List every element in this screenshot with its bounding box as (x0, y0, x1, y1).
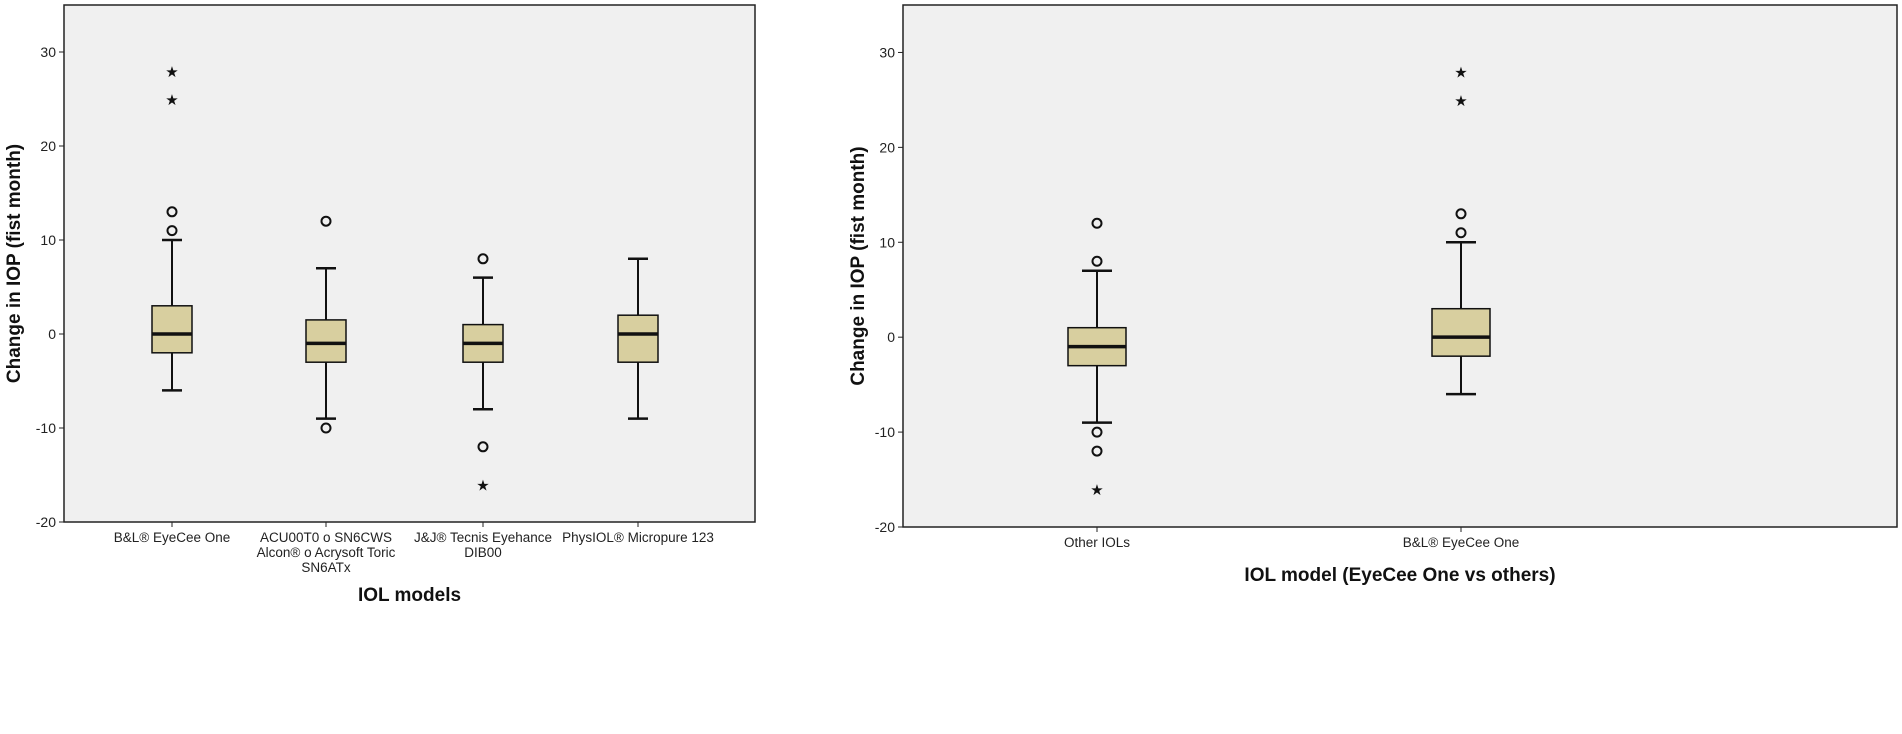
category-label-line: Alcon® o Acrysoft Toric (257, 545, 396, 560)
y-tick-label: -20 (875, 519, 895, 535)
outlier-point (1091, 426, 1103, 438)
y-tick-label: 20 (40, 138, 56, 154)
x-axis-title: IOL models (358, 585, 461, 606)
box-group: ★★ (1431, 63, 1491, 532)
category-label: PhysIOL® Micropure 123 (562, 530, 714, 545)
category-label: B&L® EyeCee One (1403, 535, 1520, 550)
category-label-line: ACU00T0 o SN6CWS (260, 530, 392, 545)
box-group (617, 257, 659, 527)
extreme-point: ★ (476, 476, 489, 494)
boxplot-eyecee-vs-others: -20 -10 0 10 20 30 Change in IOP (fist month) I… (848, 4, 1898, 586)
iqr-box (305, 319, 347, 363)
category-label-line: SN6ATx (301, 560, 351, 575)
box-group: ★★ (151, 63, 193, 527)
extreme-point: ★ (1454, 63, 1467, 81)
iqr-box (151, 305, 193, 354)
y-tick-label: 0 (887, 329, 895, 345)
extreme-point: ★ (1090, 481, 1103, 499)
y-tick-label: 20 (879, 139, 895, 155)
outlier-point (320, 422, 332, 434)
category-label: Other IOLs (1064, 535, 1130, 550)
box-group: ★ (1067, 217, 1127, 532)
box-group (305, 215, 347, 527)
plot-area (63, 4, 756, 523)
y-tick-label: 10 (40, 232, 56, 248)
extreme-point: ★ (165, 91, 178, 109)
category-label: ACU00T0 o SN6CWS Alcon® o Acrysoft Toric S… (257, 530, 396, 575)
boxplot-iol-models: -20 -10 0 10 20 30 Change in IOP (fist month) I… (4, 4, 756, 606)
category-label-line: B&L® EyeCee One (1403, 535, 1520, 550)
category-label-line: J&J® Tecnis Eyehance (414, 530, 552, 545)
y-axis-title: Change in IOP (fist month) (4, 144, 25, 383)
outlier-point (477, 441, 489, 453)
category-label: B&L® EyeCee One (114, 530, 231, 545)
outlier-point (1091, 255, 1103, 267)
y-tick-label: 0 (48, 326, 56, 342)
outlier-point (166, 206, 178, 218)
y-tick-label: 10 (879, 234, 895, 250)
category-label-line: DIB00 (464, 545, 502, 560)
y-tick-label: -10 (36, 420, 56, 436)
extreme-point: ★ (1454, 92, 1467, 110)
category-label-line: PhysIOL® Micropure 123 (562, 530, 714, 545)
iqr-box (617, 314, 659, 363)
y-tick-label: -20 (36, 514, 56, 530)
outlier-point (1455, 208, 1467, 220)
category-label: J&J® Tecnis Eyehance DIB00 (414, 530, 552, 560)
category-label-line: Other IOLs (1064, 535, 1130, 550)
box-group: ★ (462, 253, 504, 527)
y-tick-label: 30 (879, 44, 895, 60)
outlier-point (320, 215, 332, 227)
outlier-point (166, 225, 178, 237)
x-axis-title: IOL model (EyeCee One vs others) (1244, 565, 1555, 586)
outlier-point (1455, 227, 1467, 239)
y-tick-label: -10 (875, 424, 895, 440)
plot-area (902, 4, 1898, 528)
category-label-line: B&L® EyeCee One (114, 530, 231, 545)
outlier-point (1091, 445, 1103, 457)
iqr-box (1431, 307, 1491, 357)
y-axis-title: Change in IOP (fist month) (848, 146, 869, 385)
y-tick-label: 30 (40, 44, 56, 60)
outlier-point (1091, 217, 1103, 229)
extreme-point: ★ (165, 63, 178, 81)
outlier-point (477, 253, 489, 265)
